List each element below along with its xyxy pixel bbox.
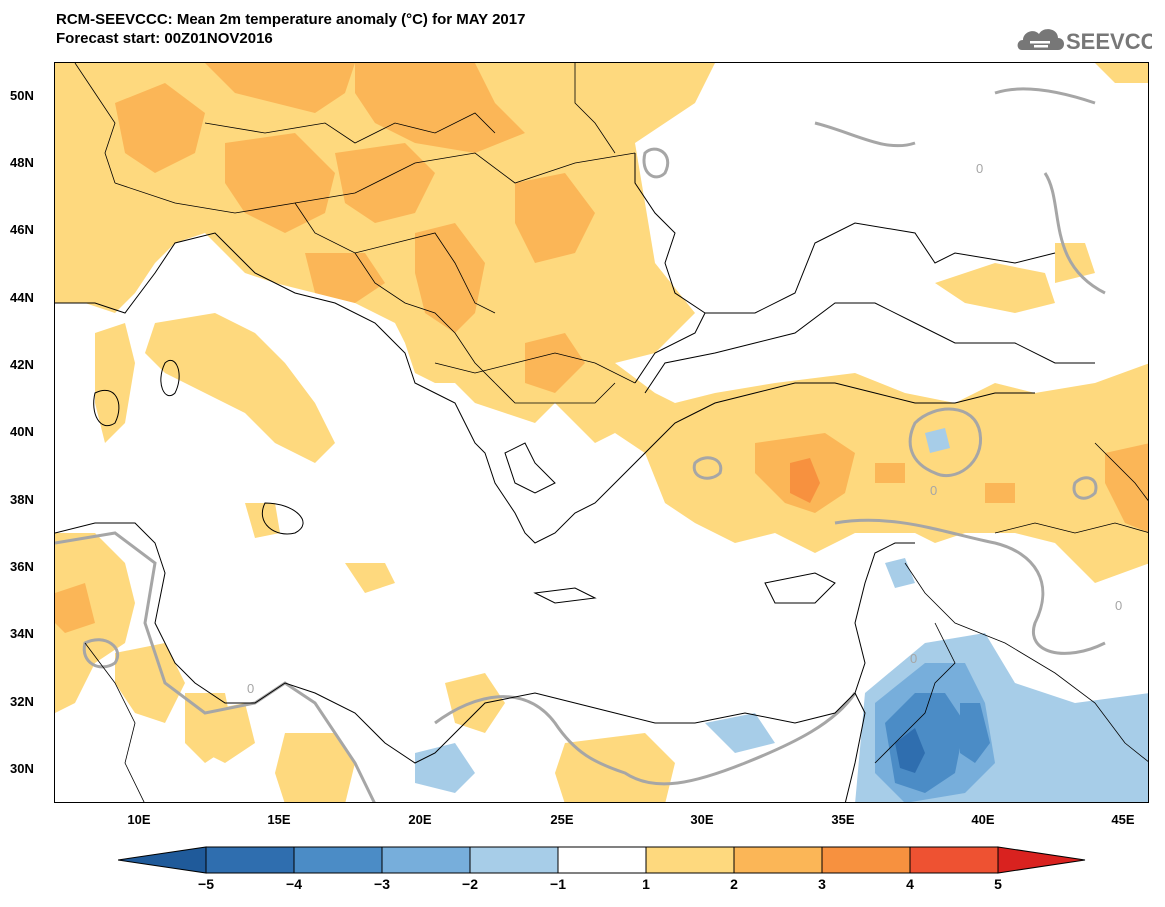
lat-label: 46N: [10, 222, 34, 237]
map-panel: 0 0 0 0 0: [54, 62, 1149, 803]
colorbar-tick: −3: [374, 876, 390, 892]
lat-label: 38N: [10, 492, 34, 507]
colorbar-segment: [205, 846, 295, 874]
lat-label: 30N: [10, 761, 34, 776]
lat-label: 50N: [10, 88, 34, 103]
colorbar: [118, 846, 1086, 874]
colorbar-segment: [557, 846, 647, 874]
map-subtitle: Forecast start: 00Z01NOV2016: [56, 30, 273, 47]
colorbar-segment: [909, 846, 999, 874]
colorbar-tick: 2: [730, 876, 738, 892]
warm-anomaly-peak: [790, 458, 820, 503]
contour-label: 0: [976, 161, 983, 176]
lon-label: 40E: [971, 812, 995, 827]
lat-label: 32N: [10, 694, 34, 709]
colorbar-segment: [733, 846, 823, 874]
contour-label: 0: [1115, 598, 1122, 613]
contour-label: 0: [910, 651, 917, 666]
lon-label: 30E: [690, 812, 714, 827]
colorbar-tick: 5: [994, 876, 1002, 892]
cool-anomaly-regions: [415, 428, 1148, 802]
colorbar-tick: −1: [550, 876, 566, 892]
contour-label: 0: [930, 483, 937, 498]
lat-label: 34N: [10, 626, 34, 641]
lon-label: 10E: [127, 812, 151, 827]
colorbar-segment: [645, 846, 735, 874]
lat-label: 36N: [10, 559, 34, 574]
colorbar-tick: 1: [642, 876, 650, 892]
colorbar-tick: −4: [286, 876, 302, 892]
colorbar-segment: [381, 846, 471, 874]
lon-label: 20E: [408, 812, 432, 827]
contour-labels: 0 0 0 0 0: [247, 161, 1122, 696]
lat-label: 44N: [10, 290, 34, 305]
lat-label: 42N: [10, 357, 34, 372]
warm-anomaly-core: [55, 63, 1148, 633]
zero-contours: [55, 87, 1106, 802]
map-title-block: RCM-SEEVCCC: Mean 2m temperature anomaly…: [56, 10, 525, 48]
coastlines: [55, 153, 1095, 802]
lat-label: 48N: [10, 155, 34, 170]
seevccc-logo: SEEVCCC: [1016, 22, 1165, 56]
lon-label: 35E: [831, 812, 855, 827]
lon-label: 25E: [550, 812, 574, 827]
contour-label: 0: [247, 681, 254, 696]
lon-label: 15E: [267, 812, 291, 827]
colorbar-segment: [469, 846, 559, 874]
country-borders: [74, 63, 1148, 802]
colorbar-segment: [821, 846, 911, 874]
colorbar-tick: 3: [818, 876, 826, 892]
map-title: RCM-SEEVCCC: Mean 2m temperature anomaly…: [56, 11, 526, 28]
lat-label: 40N: [10, 424, 34, 439]
anomaly-map: 0 0 0 0 0: [55, 63, 1148, 802]
colorbar-tick: −5: [198, 876, 214, 892]
colorbar-segment: [293, 846, 383, 874]
colorbar-segment: [997, 846, 1086, 874]
colorbar-tick: 4: [906, 876, 914, 892]
colorbar-segment: [118, 846, 207, 874]
colorbar-tick: −2: [462, 876, 478, 892]
cloud-icon: [1017, 29, 1064, 50]
lon-label: 45E: [1111, 812, 1135, 827]
logo-text: SEEVCCC: [1066, 29, 1152, 54]
